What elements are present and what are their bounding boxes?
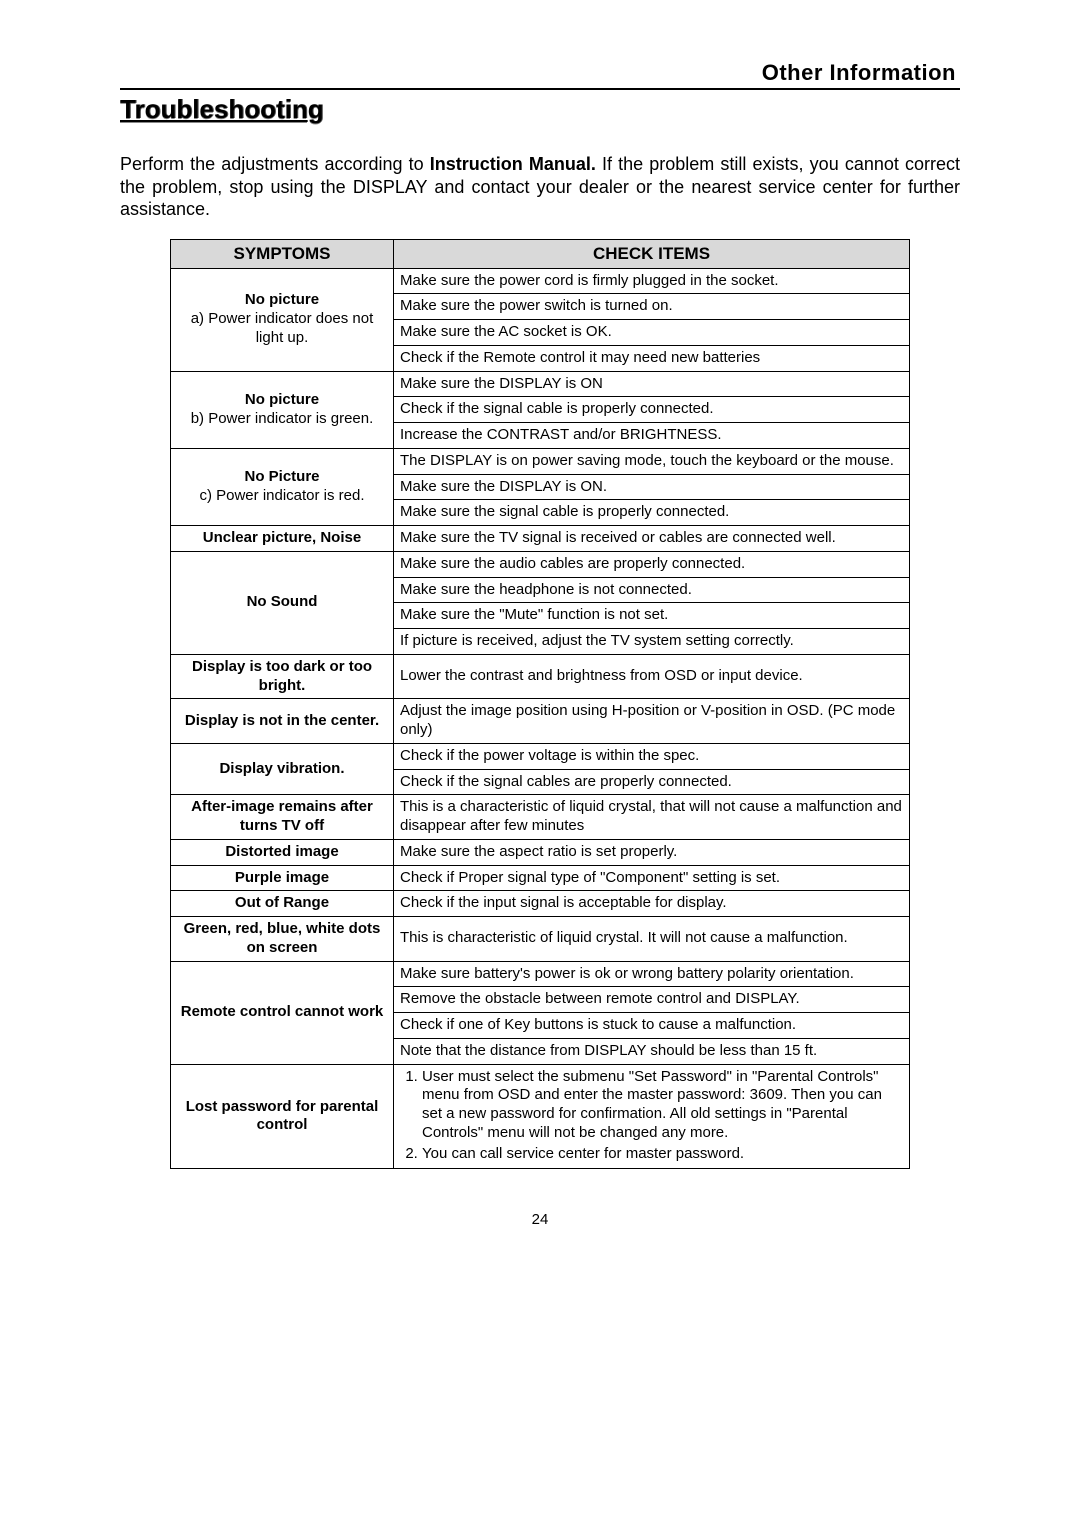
symptom-sub: c) Power indicator is red. bbox=[177, 487, 387, 506]
table-row: No Picturec) Power indicator is red.The … bbox=[171, 448, 910, 474]
symptom-title: Purple image bbox=[177, 869, 387, 888]
table-row: After-image remains after turns TV offTh… bbox=[171, 795, 910, 840]
header-check: CHECK ITEMS bbox=[394, 239, 910, 268]
check-item-cell: Check if the power voltage is within the… bbox=[394, 743, 910, 769]
symptom-title: Display is too dark or too bright. bbox=[177, 658, 387, 696]
check-item-cell: Make sure the "Mute" function is not set… bbox=[394, 603, 910, 629]
document-page: Other Information Troubleshooting Perfor… bbox=[0, 0, 1080, 1268]
table-row: Lost password for parental control User m… bbox=[171, 1064, 910, 1169]
symptom-title: No picture bbox=[177, 291, 387, 310]
check-item-cell: Make sure battery's power is ok or wrong… bbox=[394, 961, 910, 987]
table-row: Display is not in the center. Adjust the … bbox=[171, 699, 910, 744]
symptom-title: Display is not in the center. bbox=[177, 712, 387, 731]
check-item-cell: Note that the distance from DISPLAY shou… bbox=[394, 1038, 910, 1064]
page-title: Troubleshooting bbox=[120, 94, 960, 125]
check-item-cell: Make sure the aspect ratio is set proper… bbox=[394, 839, 910, 865]
check-item-cell: Check if one of Key buttons is stuck to … bbox=[394, 1013, 910, 1039]
table-row: No pictureb) Power indicator is green.Ma… bbox=[171, 371, 910, 397]
check-item-cell: Make sure the TV signal is received or c… bbox=[394, 526, 910, 552]
symptom-title: Display vibration. bbox=[177, 760, 387, 779]
symptom-cell: Out of Range bbox=[171, 891, 394, 917]
check-item-cell: Make sure the audio cables are properly … bbox=[394, 551, 910, 577]
check-item-cell: Increase the CONTRAST and/or BRIGHTNESS. bbox=[394, 423, 910, 449]
symptom-title: Lost password for parental control bbox=[177, 1098, 387, 1136]
lost-password-list: User must select the submenu "Set Passwo… bbox=[400, 1068, 903, 1164]
check-item-cell: This is a characteristic of liquid cryst… bbox=[394, 795, 910, 840]
check-item-cell: Check if Proper signal type of "Componen… bbox=[394, 865, 910, 891]
symptom-sub: a) Power indicator does not light up. bbox=[177, 310, 387, 348]
symptom-title: Unclear picture, Noise bbox=[177, 529, 387, 548]
symptom-cell: No Picturec) Power indicator is red. bbox=[171, 448, 394, 525]
page-number: 24 bbox=[120, 1211, 960, 1228]
check-item-cell: Adjust the image position using H-positi… bbox=[394, 699, 910, 744]
symptom-title: No picture bbox=[177, 391, 387, 410]
check-item-cell: Check if the Remote control it may need … bbox=[394, 345, 910, 371]
symptom-cell: Remote control cannot work bbox=[171, 961, 394, 1064]
symptom-cell: No Sound bbox=[171, 551, 394, 654]
check-item-cell: Make sure the headphone is not connected… bbox=[394, 577, 910, 603]
check-item-cell: Remove the obstacle between remote contr… bbox=[394, 987, 910, 1013]
symptom-sub: b) Power indicator is green. bbox=[177, 410, 387, 429]
check-item-cell: Lower the contrast and brightness from O… bbox=[394, 654, 910, 699]
table-row: Remote control cannot workMake sure batt… bbox=[171, 961, 910, 987]
table-header-row: SYMPTOMS CHECK ITEMS bbox=[171, 239, 910, 268]
check-item-cell: Make sure the DISPLAY is ON. bbox=[394, 474, 910, 500]
list-item: User must select the submenu "Set Passwo… bbox=[422, 1068, 903, 1143]
check-item-cell: If picture is received, adjust the TV sy… bbox=[394, 629, 910, 655]
check-item-cell: User must select the submenu "Set Passwo… bbox=[394, 1064, 910, 1169]
symptom-cell: Unclear picture, Noise bbox=[171, 526, 394, 552]
check-item-cell: Make sure the DISPLAY is ON bbox=[394, 371, 910, 397]
check-item-cell: Make sure the signal cable is properly c… bbox=[394, 500, 910, 526]
intro-pre: Perform the adjustments according to bbox=[120, 154, 430, 174]
symptom-title: Out of Range bbox=[177, 894, 387, 913]
list-item: You can call service center for master p… bbox=[422, 1145, 903, 1164]
symptom-cell: No pictureb) Power indicator is green. bbox=[171, 371, 394, 448]
symptom-cell: Lost password for parental control bbox=[171, 1064, 394, 1169]
table-row: Unclear picture, Noise Make sure the TV s… bbox=[171, 526, 910, 552]
intro-paragraph: Perform the adjustments according to Ins… bbox=[120, 153, 960, 221]
symptom-cell: After-image remains after turns TV off bbox=[171, 795, 394, 840]
symptom-title: No Sound bbox=[177, 593, 387, 612]
symptom-title: Distorted image bbox=[177, 843, 387, 862]
table-row: Purple image Check if Proper signal type … bbox=[171, 865, 910, 891]
table-row: Display is too dark or too bright.Lower … bbox=[171, 654, 910, 699]
check-item-cell: The DISPLAY is on power saving mode, tou… bbox=[394, 448, 910, 474]
table-row: Distorted image Make sure the aspect rati… bbox=[171, 839, 910, 865]
table-row: Out of Range Check if the input signal is… bbox=[171, 891, 910, 917]
check-item-cell: Check if the input signal is acceptable … bbox=[394, 891, 910, 917]
symptom-cell: Display is not in the center. bbox=[171, 699, 394, 744]
section-label: Other Information bbox=[120, 60, 960, 86]
symptom-cell: No picturea) Power indicator does not li… bbox=[171, 268, 394, 371]
table-row: No SoundMake sure the audio cables are p… bbox=[171, 551, 910, 577]
symptom-title: After-image remains after turns TV off bbox=[177, 798, 387, 836]
check-item-cell: Make sure the AC socket is OK. bbox=[394, 320, 910, 346]
table-row: Display vibration.Check if the power vol… bbox=[171, 743, 910, 769]
check-item-cell: This is characteristic of liquid crystal… bbox=[394, 917, 910, 962]
check-item-cell: Check if the signal cable is properly co… bbox=[394, 397, 910, 423]
table-row: Green, red, blue, white dots on screenTh… bbox=[171, 917, 910, 962]
symptom-cell: Distorted image bbox=[171, 839, 394, 865]
troubleshooting-table: SYMPTOMS CHECK ITEMS No picturea) Power … bbox=[170, 239, 910, 1170]
intro-bold: Instruction Manual. bbox=[430, 154, 596, 174]
header-symptoms: SYMPTOMS bbox=[171, 239, 394, 268]
header-divider bbox=[120, 88, 960, 90]
symptom-cell: Display vibration. bbox=[171, 743, 394, 795]
symptom-title: No Picture bbox=[177, 468, 387, 487]
check-item-cell: Make sure the power cord is firmly plugg… bbox=[394, 268, 910, 294]
symptom-title: Green, red, blue, white dots on screen bbox=[177, 920, 387, 958]
check-item-cell: Check if the signal cables are properly … bbox=[394, 769, 910, 795]
symptom-cell: Display is too dark or too bright. bbox=[171, 654, 394, 699]
symptom-title: Remote control cannot work bbox=[177, 1003, 387, 1022]
check-item-cell: Make sure the power switch is turned on. bbox=[394, 294, 910, 320]
symptom-cell: Green, red, blue, white dots on screen bbox=[171, 917, 394, 962]
symptom-cell: Purple image bbox=[171, 865, 394, 891]
table-row: No picturea) Power indicator does not li… bbox=[171, 268, 910, 294]
